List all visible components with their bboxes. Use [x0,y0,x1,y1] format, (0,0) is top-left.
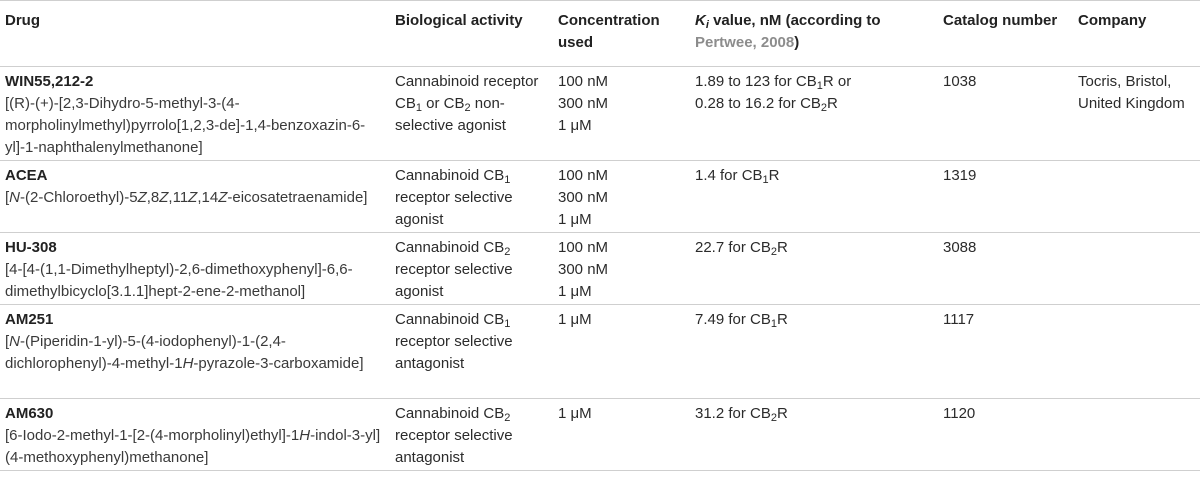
activity-cell: Cannabinoid receptor CB1 or CB2 non-sele… [395,67,558,161]
concentration-value: 100 nM [558,73,609,90]
company-cell [1078,399,1200,471]
ki-cell: 31.2 for CB2R [695,405,788,424]
concentration-value: 1 μM [558,405,592,422]
drug-chemical-name: [4-[4-(1,1-Dimethylheptyl)-2,6-dimethoxy… [5,261,353,300]
company-cell: Tocris, Bristol, United Kingdom [1078,73,1185,112]
concentration-value: 1 μM [558,117,592,134]
company-cell [1078,305,1200,399]
drug-chemical-name: [N-(2-Chloroethyl)-5Z,8Z,11Z,14Z-eicosat… [5,189,368,206]
concentration-value: 100 nM [558,167,609,184]
concentration-cell: 100 nM 300 nM 1 μM [558,67,695,161]
ki-cell: 22.7 for CB2R [695,239,788,258]
catalog-cell: 1117 [943,311,975,328]
company-cell [1078,161,1200,233]
activity-subscript: 1 [415,102,422,114]
drug-table: Drug Biological activity Concentration u… [0,0,1200,471]
catalog-cell: 1120 [943,405,976,422]
pertwee-reference-link[interactable]: Pertwee, 2008 [695,34,795,51]
catalog-cell: 1319 [943,167,977,184]
activity-text: or CB [421,95,465,112]
drug-cell: ACEA [N-(2-Chloroethyl)-5Z,8Z,11Z,14Z-ei… [0,161,395,233]
company-cell [1078,233,1200,305]
table-header-row: Drug Biological activity Concentration u… [0,0,1200,67]
concentration-cell: 1 μM [558,305,695,399]
drug-name: HU-308 [5,239,57,256]
ki-cell: 7.49 for CB1R [695,311,788,330]
header-activity: Biological activity [395,12,523,29]
drug-name: ACEA [5,167,48,184]
header-drug: Drug [5,12,40,29]
drug-cell: AM630 [6-Iodo-2-methyl-1-[2-(4-morpholin… [0,399,395,471]
concentration-value: 1 μM [558,283,592,300]
catalog-cell: 3088 [943,239,977,256]
concentration-value: 300 nM [558,261,609,278]
drug-name: WIN55,212-2 [5,73,94,90]
ki-cell: 1.89 to 123 for CB1R or 0.28 to 16.2 for… [695,67,943,161]
concentration-value: 100 nM [558,239,609,256]
activity-cell: Cannabinoid CB1 receptor selective agoni… [395,167,513,228]
table-row: AM251 [N-(Piperidin-1-yl)-5-(4-iodopheny… [0,305,1200,399]
concentration-value: 1 μM [558,211,592,228]
activity-cell: Cannabinoid CB1 receptor selective antag… [395,311,513,372]
drug-cell: HU-308 [4-[4-(1,1-Dimethylheptyl)-2,6-di… [0,233,395,305]
activity-text: Cannabinoid receptor CB [395,73,539,112]
activity-cell: Cannabinoid CB2 receptor selective agoni… [395,239,513,300]
drug-chemical-name: [N-(Piperidin-1-yl)-5-(4-iodophenyl)-1-(… [5,333,364,372]
activity-text: non-selective agonist [395,95,506,134]
header-ki: Ki value, nM (according to Pertwee, 2008… [695,1,943,67]
ki-value-line: 0.28 to 16.2 for CB2R [695,95,838,114]
table-row: AM630 [6-Iodo-2-methyl-1-[2-(4-morpholin… [0,399,1200,471]
drug-cell: AM251 [N-(Piperidin-1-yl)-5-(4-iodopheny… [0,305,395,399]
drug-name: AM630 [5,405,54,422]
drug-name: AM251 [5,311,54,328]
header-ki-k: K [695,12,706,29]
concentration-cell: 100 nM 300 nM 1 μM [558,161,695,233]
header-concentration: Concentration used [558,12,660,51]
table-row: ACEA [N-(2-Chloroethyl)-5Z,8Z,11Z,14Z-ei… [0,161,1200,233]
table-row: WIN55,212-2 [(R)-(+)-[2,3-Dihydro-5-meth… [0,67,1200,161]
drug-cell: WIN55,212-2 [(R)-(+)-[2,3-Dihydro-5-meth… [0,67,395,161]
activity-subscript: 2 [464,102,471,114]
concentration-cell: 1 μM [558,399,695,471]
drug-chemical-name: [6-Iodo-2-methyl-1-[2-(4-morpholinyl)eth… [5,427,381,466]
header-catalog: Catalog number [943,12,1058,29]
drug-chemical-name: [(R)-(+)-[2,3-Dihydro-5-methyl-3-(4-morp… [5,95,366,156]
concentration-value: 300 nM [558,189,609,206]
header-ki-end: ) [794,34,800,51]
concentration-cell: 100 nM 300 nM 1 μM [558,233,695,305]
header-ki-mid: value, nM (according to [708,12,881,29]
concentration-value: 300 nM [558,95,609,112]
concentration-value: 1 μM [558,311,592,328]
catalog-cell: 1038 [943,73,977,90]
ki-value-line: 1.89 to 123 for CB1R or [695,73,852,92]
table-row: HU-308 [4-[4-(1,1-Dimethylheptyl)-2,6-di… [0,233,1200,305]
activity-cell: Cannabinoid CB2 receptor selective antag… [395,405,513,466]
ki-cell: 1.4 for CB1R [695,167,780,186]
header-ki-sub: i [705,19,709,31]
header-company: Company [1078,12,1147,29]
